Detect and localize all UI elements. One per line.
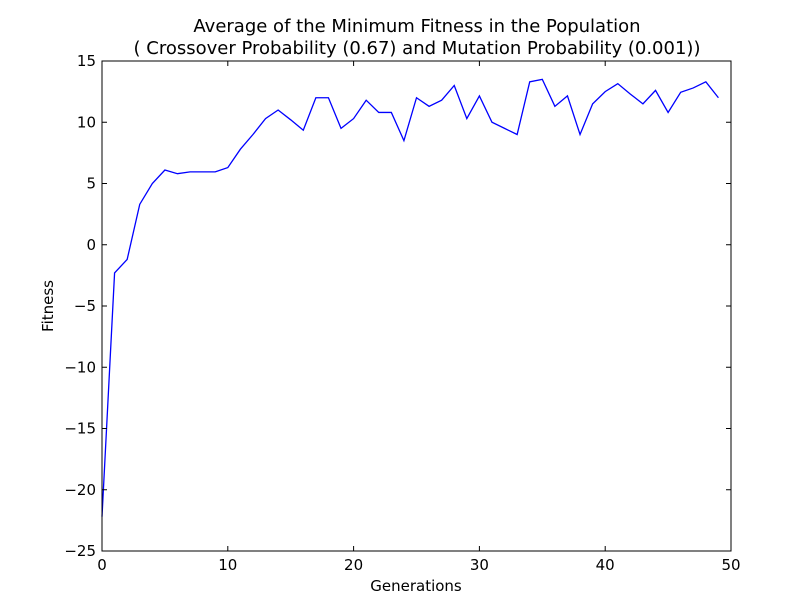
y-tick-label: 5	[86, 175, 96, 193]
y-tick-label: −20	[64, 481, 96, 499]
y-tick-label: −5	[74, 297, 96, 315]
x-tick-label: 10	[218, 556, 237, 574]
chart-subtitle: ( Crossover Probability (0.67) and Mutat…	[134, 38, 701, 59]
y-tick-label: 0	[86, 236, 96, 254]
y-tick-label: 15	[77, 52, 96, 70]
y-tick-label: 10	[77, 113, 96, 131]
x-tick-label: 30	[470, 556, 489, 574]
x-axis-label: Generations	[370, 577, 462, 595]
y-tick-label: −25	[64, 542, 96, 560]
y-axis-label: Fitness	[39, 280, 57, 332]
axis-tick-labels: 0 10 20 30 40 50 −25 −20 −15 −10 −5 0 5 10 15	[64, 52, 740, 574]
x-tick-label: 50	[721, 556, 740, 574]
y-tick-label: −10	[64, 358, 96, 376]
x-tick-label: 40	[596, 556, 615, 574]
series-line-0	[101, 78, 719, 517]
x-tick-label: 0	[97, 556, 107, 574]
chart-title: Average of the Minimum Fitness in the Po…	[193, 16, 640, 37]
y-tick-label: −15	[64, 420, 96, 438]
axis-ticks	[101, 60, 732, 552]
x-tick-label: 20	[344, 556, 363, 574]
